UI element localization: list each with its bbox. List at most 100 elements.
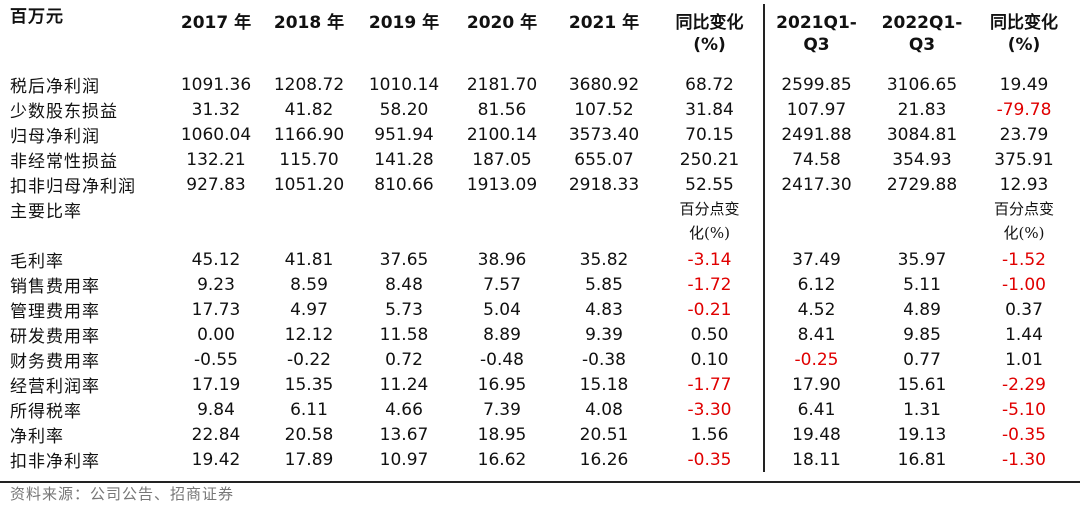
section-label: 主要比率 (10, 202, 82, 222)
column-header: 2020 年 (466, 13, 538, 33)
table-cell: 107.52 (574, 99, 634, 120)
table-cell: 37.65 (379, 249, 429, 270)
table-cell: 2417.30 (763, 172, 868, 197)
table-row: 所得税率 9.84 6.11 4.66 7.39 4.08 -3.30 6.41 1.31 -5.… (10, 397, 1072, 422)
row-label: 经营利润率 (10, 377, 100, 397)
table-cell: -1.30 (1002, 449, 1046, 470)
table-cell: 2729.88 (886, 174, 958, 195)
table-cell: 141.28 (374, 149, 434, 170)
table-cell: 1060.04 (180, 124, 252, 145)
table-cell: -79.78 (996, 99, 1052, 120)
table-cell: -3.30 (687, 399, 732, 420)
table-cell: 5.73 (385, 299, 423, 320)
table-cell: 1.01 (1005, 349, 1043, 370)
section-cell (262, 197, 356, 247)
table-cell: 8.48 (385, 274, 423, 295)
table-cell: 15.35 (284, 374, 334, 395)
table-bottom-rule (0, 481, 1080, 483)
row-label: 研发费用率 (10, 327, 100, 347)
table-cell: 0.72 (385, 349, 423, 370)
table-cell: -0.38 (582, 349, 626, 370)
table-cell: 16.95 (477, 374, 527, 395)
table-cell: 3573.40 (568, 124, 640, 145)
table-cell: 2599.85 (763, 72, 868, 97)
table-row: 扣非归母净利润 927.83 1051.20 810.66 1913.09 2918.33… (10, 172, 1072, 197)
table-cell: 15.18 (579, 374, 629, 395)
table-cell: 4.08 (585, 399, 623, 420)
table-cell: 0.77 (903, 349, 941, 370)
column-header: 2019 年 (368, 13, 440, 33)
table-cell: 107.97 (763, 97, 868, 122)
table-cell: 23.79 (999, 124, 1049, 145)
table-cell: 52.55 (685, 174, 734, 195)
table-row: 税后净利润 1091.36 1208.72 1010.14 2181.70 3680.92… (10, 72, 1072, 97)
table-cell: 17.89 (284, 449, 334, 470)
table-cell: 250.21 (679, 149, 740, 170)
table-cell: 1913.09 (466, 174, 538, 195)
table-cell: -3.14 (687, 249, 732, 270)
table-cell: -1.00 (1002, 274, 1046, 295)
table-cell: 12.93 (999, 174, 1049, 195)
table-cell: -0.48 (480, 349, 524, 370)
source-note: 资料来源：公司公告、招商证券 (10, 485, 235, 503)
table-cell: 70.15 (685, 124, 734, 145)
table-cell: 3106.65 (886, 74, 958, 95)
table-row: 归母净利润 1060.04 1166.90 951.94 2100.14 3573.40 7… (10, 122, 1072, 147)
table-cell: 3680.92 (568, 74, 640, 95)
table-cell: 2181.70 (466, 74, 538, 95)
unit-label: 百万元 (10, 7, 64, 27)
table-row: 扣非净利率 19.42 17.89 10.97 16.62 16.26 -0.35 18.11… (10, 447, 1072, 472)
table-cell: 17.19 (191, 374, 241, 395)
table-cell: 1.31 (903, 399, 941, 420)
table-cell: 10.97 (379, 449, 429, 470)
table-cell: 2491.88 (763, 122, 868, 147)
table-cell: 3084.81 (886, 124, 958, 145)
table-cell: 4.97 (290, 299, 328, 320)
table-cell: 31.32 (191, 99, 241, 120)
row-label: 非经常性损益 (10, 152, 118, 172)
ratio-section-row: 主要比率 百分点变 化(%) 百分点变 化(%) (10, 197, 1072, 247)
table-cell: 7.57 (483, 274, 521, 295)
table-cell: -0.35 (1002, 424, 1046, 445)
table-cell: 19.48 (763, 422, 868, 447)
section-cell: 百分点变 化(%) (976, 197, 1072, 247)
row-label: 财务费用率 (10, 352, 100, 372)
table-cell: 2918.33 (568, 174, 640, 195)
table-cell: 81.56 (477, 99, 527, 120)
table-cell: 5.85 (585, 274, 623, 295)
row-label: 扣非净利率 (10, 452, 100, 472)
table-cell: 16.62 (477, 449, 527, 470)
table-cell: 13.67 (379, 424, 429, 445)
table-cell: 11.58 (379, 324, 429, 345)
table-cell: -0.22 (287, 349, 331, 370)
section-cell (763, 197, 868, 247)
table-cell: 4.83 (585, 299, 623, 320)
table-cell: 21.83 (897, 99, 947, 120)
table-row: 毛利率 45.12 41.81 37.65 38.96 35.82 -3.14 37.49 35… (10, 247, 1072, 272)
table-cell: 17.90 (763, 372, 868, 397)
section-cell (868, 197, 976, 247)
table-cell: 0.37 (1005, 299, 1043, 320)
table-cell: 11.24 (379, 374, 429, 395)
table-cell: 22.84 (191, 424, 241, 445)
table-cell: 45.12 (191, 249, 241, 270)
table-cell: 19.49 (999, 74, 1049, 95)
table-cell: 4.89 (903, 299, 941, 320)
table-cell: 187.05 (472, 149, 532, 170)
table-cell: 1051.20 (273, 174, 345, 195)
table-cell: 17.73 (191, 299, 241, 320)
table-row: 经营利润率 17.19 15.35 11.24 16.95 15.18 -1.77 17.90… (10, 372, 1072, 397)
table-cell: 20.58 (284, 424, 334, 445)
table-cell: 8.89 (483, 324, 521, 345)
row-label: 少数股东损益 (10, 102, 118, 122)
row-label: 税后净利润 (10, 77, 100, 97)
table-cell: -1.72 (687, 274, 732, 295)
table-cell: 6.41 (763, 397, 868, 422)
table-cell: -0.55 (194, 349, 238, 370)
column-header: 同比变化 (%) (990, 13, 1058, 55)
table-cell: 37.49 (763, 247, 868, 272)
table-cell: 12.12 (284, 324, 334, 345)
table-cell: 31.84 (685, 99, 734, 120)
table-cell: 35.97 (897, 249, 947, 270)
table-cell: 375.91 (994, 149, 1054, 170)
